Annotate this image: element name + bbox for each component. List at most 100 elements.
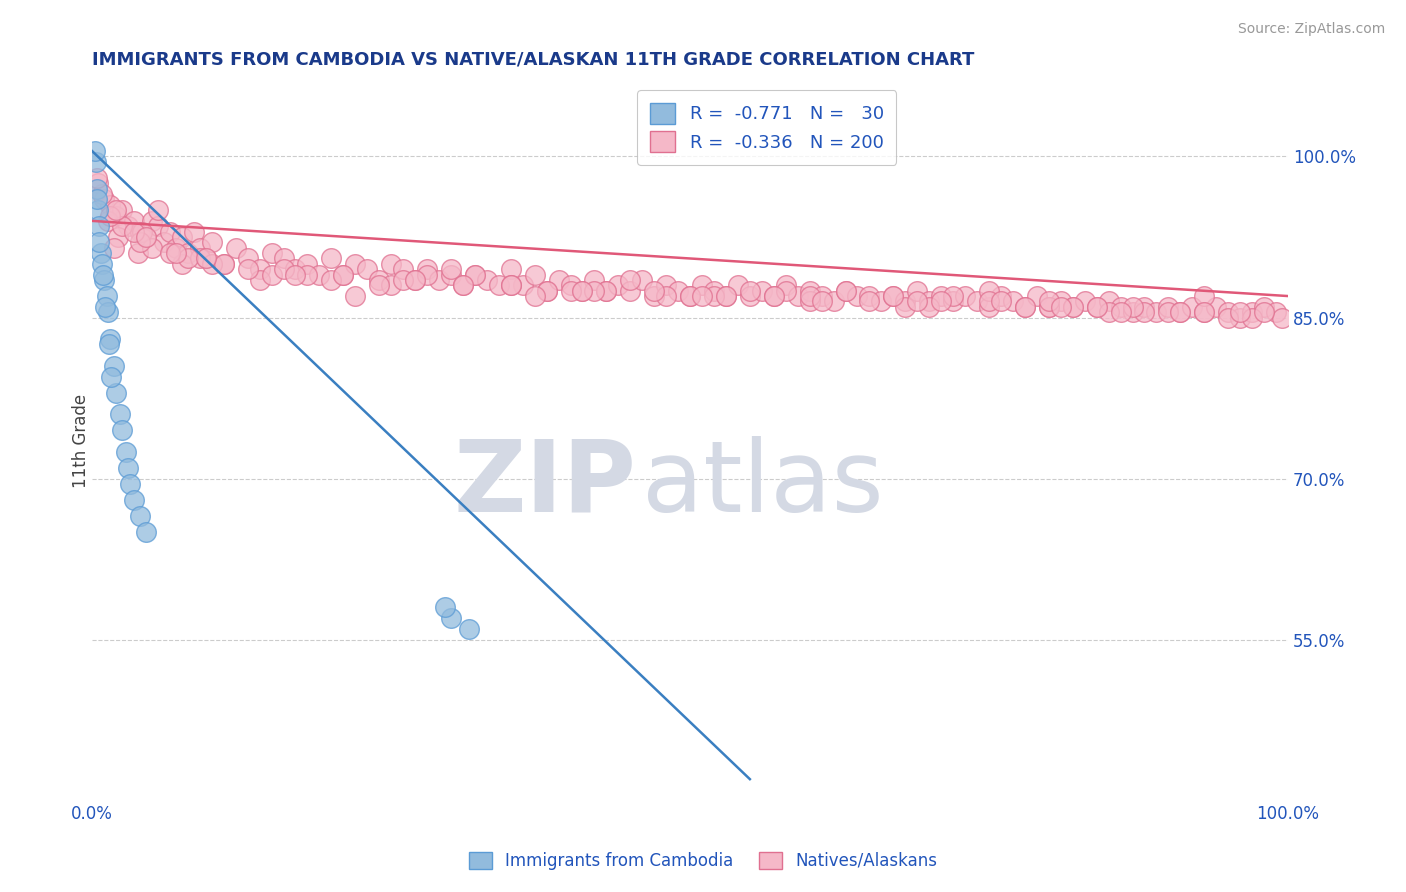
Point <box>249 262 271 277</box>
Point <box>727 278 749 293</box>
Point <box>810 289 832 303</box>
Point <box>858 294 880 309</box>
Point <box>114 444 136 458</box>
Point <box>1205 300 1227 314</box>
Point <box>212 257 235 271</box>
Point <box>1229 305 1251 319</box>
Point <box>1049 294 1071 309</box>
Point <box>122 225 145 239</box>
Point <box>284 262 307 277</box>
Point <box>751 284 773 298</box>
Point <box>135 230 157 244</box>
Point <box>97 214 120 228</box>
Point <box>894 294 917 309</box>
Point <box>194 252 217 266</box>
Point <box>810 294 832 309</box>
Point <box>1062 300 1084 314</box>
Point <box>404 273 426 287</box>
Point <box>98 209 121 223</box>
Point <box>170 257 193 271</box>
Point <box>547 273 569 287</box>
Point <box>1253 300 1275 314</box>
Point <box>499 262 522 277</box>
Point <box>273 252 295 266</box>
Point <box>87 177 110 191</box>
Point <box>595 284 617 298</box>
Point <box>111 423 134 437</box>
Point <box>273 262 295 277</box>
Point <box>368 273 391 287</box>
Point <box>368 278 391 293</box>
Point <box>1170 305 1192 319</box>
Point <box>1085 300 1108 314</box>
Point <box>141 214 163 228</box>
Point <box>117 460 139 475</box>
Point <box>894 300 917 314</box>
Point <box>392 262 415 277</box>
Point <box>703 289 725 303</box>
Point <box>690 289 713 303</box>
Point <box>655 289 678 303</box>
Point <box>882 289 904 303</box>
Point <box>86 182 108 196</box>
Point <box>738 284 761 298</box>
Point <box>1097 294 1119 309</box>
Point <box>440 262 463 277</box>
Point <box>595 284 617 298</box>
Point <box>990 289 1012 303</box>
Point <box>1241 310 1264 325</box>
Point <box>977 284 1000 298</box>
Point <box>117 219 139 234</box>
Point <box>183 225 205 239</box>
Point <box>786 289 808 303</box>
Point <box>560 284 582 298</box>
Point <box>97 305 120 319</box>
Point <box>404 273 426 287</box>
Point <box>714 289 737 303</box>
Point <box>846 289 869 303</box>
Point <box>98 198 121 212</box>
Point <box>536 284 558 298</box>
Point <box>96 289 118 303</box>
Point <box>321 252 343 266</box>
Point <box>942 289 965 303</box>
Point <box>321 273 343 287</box>
Point <box>666 284 689 298</box>
Point <box>1170 305 1192 319</box>
Point <box>905 294 928 309</box>
Point <box>1133 300 1156 314</box>
Point <box>1194 305 1216 319</box>
Point <box>762 289 785 303</box>
Point <box>188 241 211 255</box>
Point <box>738 289 761 303</box>
Point <box>93 193 115 207</box>
Point <box>1122 300 1144 314</box>
Point <box>120 477 142 491</box>
Point <box>631 273 654 287</box>
Point <box>499 278 522 293</box>
Point <box>619 284 641 298</box>
Point <box>1146 305 1168 319</box>
Text: atlas: atlas <box>643 435 884 533</box>
Point <box>93 273 115 287</box>
Point <box>427 273 450 287</box>
Point <box>94 300 117 314</box>
Point <box>655 278 678 293</box>
Point <box>643 289 665 303</box>
Point <box>105 203 128 218</box>
Point <box>332 268 354 282</box>
Point <box>194 252 217 266</box>
Point <box>1038 300 1060 314</box>
Point <box>1229 310 1251 325</box>
Point <box>416 262 439 277</box>
Y-axis label: 11th Grade: 11th Grade <box>72 394 90 488</box>
Point <box>1049 300 1071 314</box>
Point <box>284 268 307 282</box>
Point <box>170 230 193 244</box>
Point <box>475 273 498 287</box>
Point <box>260 268 283 282</box>
Point <box>799 289 821 303</box>
Point <box>135 230 157 244</box>
Point <box>87 203 110 218</box>
Point <box>1271 310 1294 325</box>
